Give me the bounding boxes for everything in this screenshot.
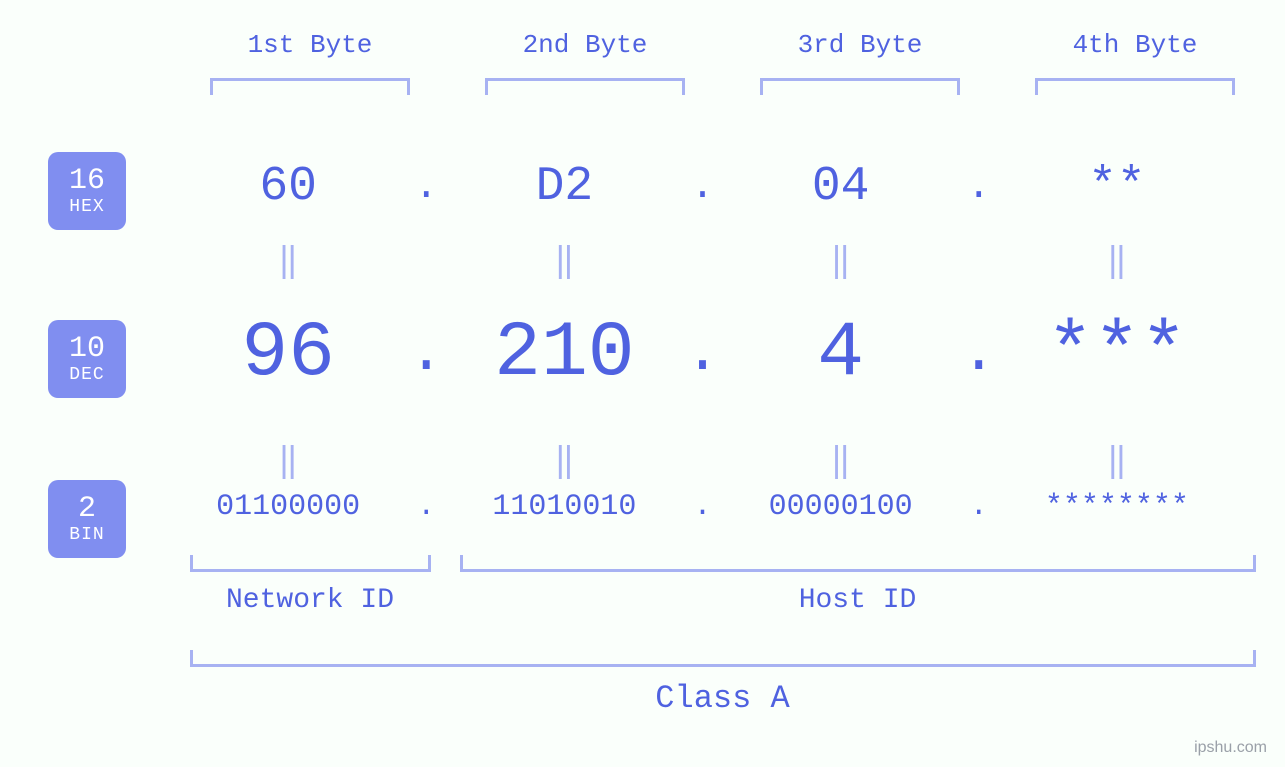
label-class: Class A: [190, 680, 1255, 717]
row-hex: 60 . D2 . 04 . **: [170, 160, 1235, 214]
hex-byte-4: **: [999, 160, 1235, 214]
equals-icon: ‖: [446, 240, 682, 282]
dot: .: [406, 165, 446, 210]
dot: .: [959, 165, 999, 210]
base-tag-hex: HEX: [69, 198, 104, 218]
equals-icon: ‖: [170, 240, 406, 282]
bracket-byte-4: [1035, 78, 1235, 95]
label-host-id: Host ID: [460, 585, 1255, 616]
byte-header-2: 2nd Byte: [485, 30, 685, 60]
byte-header-1: 1st Byte: [210, 30, 410, 60]
dot: .: [683, 165, 723, 210]
bracket-class: [190, 650, 1256, 667]
base-num-dec: 10: [69, 333, 105, 366]
hex-byte-1: 60: [170, 160, 406, 214]
dot: .: [406, 490, 446, 524]
base-tag-dec: DEC: [69, 366, 104, 386]
dot: .: [683, 490, 723, 524]
row-dec: 96 . 210 . 4 . ***: [170, 310, 1235, 398]
dec-byte-3: 4: [723, 310, 959, 398]
equals-icon: ‖: [723, 240, 959, 282]
equals-row-top: ‖ ‖ ‖ ‖: [170, 240, 1235, 282]
base-num-hex: 16: [69, 165, 105, 198]
bin-byte-3: 00000100: [723, 490, 959, 524]
dot: .: [683, 320, 723, 388]
equals-icon: ‖: [446, 440, 682, 482]
equals-row-bottom: ‖ ‖ ‖ ‖: [170, 440, 1235, 482]
bracket-byte-2: [485, 78, 685, 95]
bin-byte-4: ********: [999, 490, 1235, 524]
hex-byte-2: D2: [446, 160, 682, 214]
equals-icon: ‖: [170, 440, 406, 482]
bracket-host-id: [460, 555, 1256, 572]
equals-icon: ‖: [999, 240, 1235, 282]
label-network-id: Network ID: [190, 585, 430, 616]
equals-icon: ‖: [999, 440, 1235, 482]
dec-byte-4: ***: [999, 310, 1235, 398]
base-tag-bin: BIN: [69, 526, 104, 546]
base-label-bin: 2 BIN: [48, 480, 126, 558]
equals-icon: ‖: [723, 440, 959, 482]
byte-header-4: 4th Byte: [1035, 30, 1235, 60]
bracket-byte-1: [210, 78, 410, 95]
bin-byte-2: 11010010: [446, 490, 682, 524]
dot: .: [406, 320, 446, 388]
hex-byte-3: 04: [723, 160, 959, 214]
bracket-network-id: [190, 555, 431, 572]
bin-byte-1: 01100000: [170, 490, 406, 524]
row-bin: 01100000 . 11010010 . 00000100 . *******…: [170, 490, 1235, 524]
watermark: ipshu.com: [1194, 739, 1267, 757]
dot: .: [959, 320, 999, 388]
dec-byte-2: 210: [446, 310, 682, 398]
base-num-bin: 2: [78, 493, 96, 526]
bracket-byte-3: [760, 78, 960, 95]
dec-byte-1: 96: [170, 310, 406, 398]
base-label-dec: 10 DEC: [48, 320, 126, 398]
byte-header-3: 3rd Byte: [760, 30, 960, 60]
dot: .: [959, 490, 999, 524]
base-label-hex: 16 HEX: [48, 152, 126, 230]
